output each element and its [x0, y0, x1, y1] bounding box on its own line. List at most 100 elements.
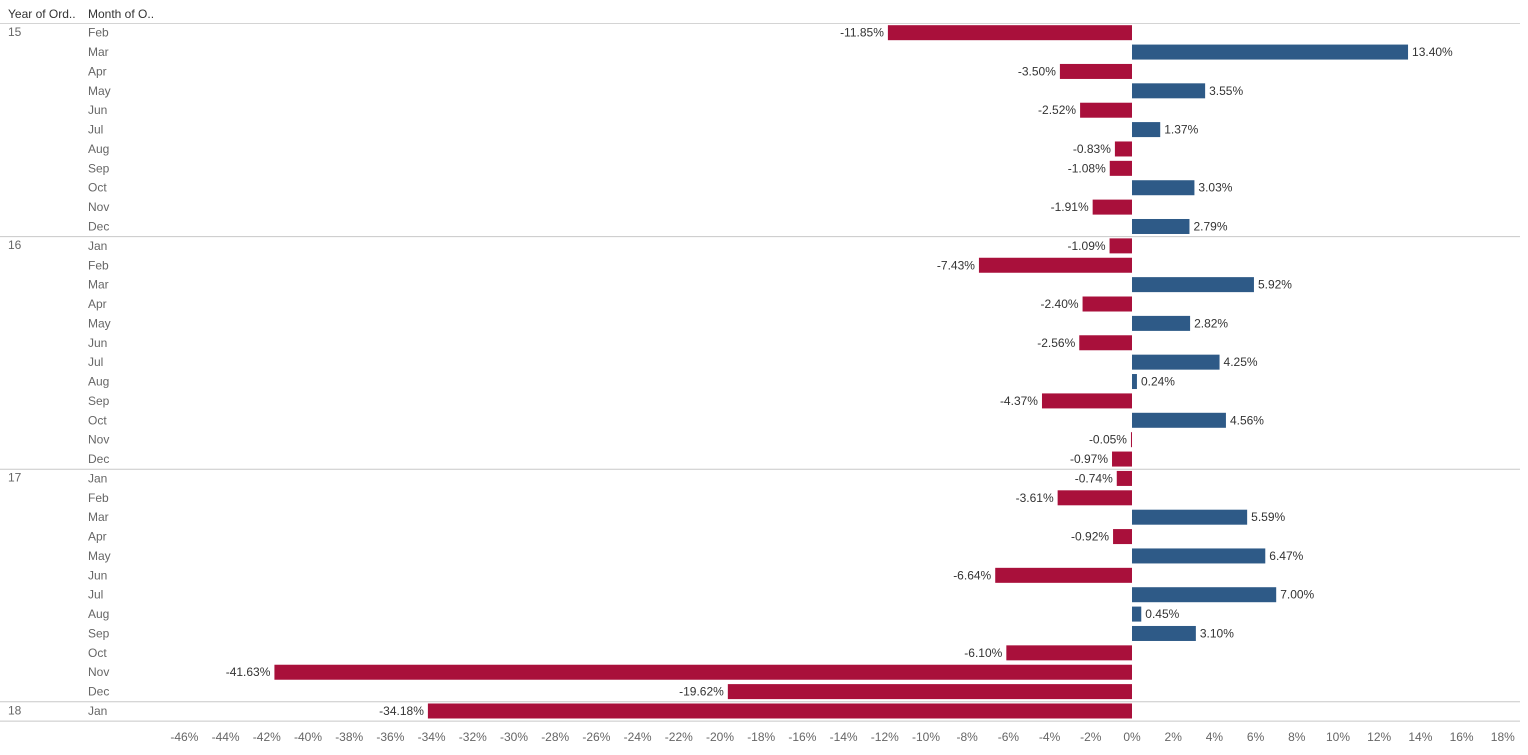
bar-16-oct[interactable] — [1132, 412, 1226, 428]
x-tick-label: -42% — [253, 730, 281, 744]
x-tick-label: -26% — [582, 730, 610, 744]
x-tick-label: 6% — [1247, 730, 1265, 744]
x-tick-label: 4% — [1206, 730, 1224, 744]
month-label: Jun — [88, 568, 107, 582]
x-tick-label: -4% — [1039, 730, 1061, 744]
year-column-header[interactable]: Year of Ord.. — [8, 7, 76, 21]
bar-15-mar[interactable] — [1132, 44, 1409, 60]
bar-15-nov[interactable] — [1092, 199, 1132, 215]
data-label: -0.97% — [1070, 452, 1108, 466]
month-label: Nov — [88, 433, 109, 447]
month-label: Feb — [88, 26, 109, 40]
data-label: -34.18% — [379, 704, 424, 718]
month-label: Aug — [88, 375, 109, 389]
data-label: 5.59% — [1251, 510, 1285, 524]
bar-17-nov[interactable] — [274, 664, 1132, 680]
bar-17-jan[interactable] — [1116, 470, 1132, 486]
bar-16-sep[interactable] — [1041, 393, 1132, 409]
data-label: -4.37% — [1000, 394, 1038, 408]
bar-17-dec[interactable] — [727, 684, 1132, 700]
month-label: Apr — [88, 297, 107, 311]
data-label: 13.40% — [1412, 45, 1453, 59]
bar-16-jan[interactable] — [1109, 238, 1132, 254]
month-label: Dec — [88, 219, 109, 233]
bar-15-may[interactable] — [1132, 83, 1206, 99]
bar-16-nov[interactable] — [1130, 432, 1132, 448]
bar-16-may[interactable] — [1132, 315, 1191, 331]
month-label: Oct — [88, 413, 107, 427]
x-tick-label: -12% — [871, 730, 899, 744]
bars — [274, 25, 1409, 719]
month-label: Dec — [88, 685, 109, 699]
bar-15-apr[interactable] — [1059, 63, 1132, 79]
month-label: Jun — [88, 336, 107, 350]
bar-16-aug[interactable] — [1132, 374, 1137, 390]
month-label: Nov — [88, 665, 109, 679]
data-label: 2.82% — [1194, 316, 1228, 330]
data-label: 2.79% — [1193, 219, 1227, 233]
bar-15-feb[interactable] — [887, 25, 1132, 41]
bar-15-jul[interactable] — [1132, 122, 1161, 138]
x-tick-label: -6% — [998, 730, 1020, 744]
data-label: -1.91% — [1051, 200, 1089, 214]
month-label: Aug — [88, 142, 109, 156]
month-label: Jan — [88, 704, 107, 718]
data-label: -3.61% — [1016, 491, 1054, 505]
data-label: 7.00% — [1280, 588, 1314, 602]
bar-17-oct[interactable] — [1006, 645, 1132, 661]
bar-18-jan[interactable] — [427, 703, 1132, 719]
x-tick-label: -2% — [1080, 730, 1102, 744]
month-label: Jul — [88, 588, 103, 602]
bar-16-jun[interactable] — [1079, 335, 1132, 351]
bar-15-dec[interactable] — [1132, 218, 1190, 234]
bar-16-jul[interactable] — [1132, 354, 1220, 370]
bar-15-oct[interactable] — [1132, 180, 1195, 196]
bar-15-jun[interactable] — [1080, 102, 1132, 118]
bar-16-dec[interactable] — [1112, 451, 1132, 467]
bar-17-jul[interactable] — [1132, 587, 1277, 603]
bar-16-apr[interactable] — [1082, 296, 1132, 312]
month-label: Feb — [88, 258, 109, 272]
bar-17-mar[interactable] — [1132, 509, 1248, 525]
x-tick-label: -18% — [747, 730, 775, 744]
month-label: Mar — [88, 45, 109, 59]
data-label: 3.55% — [1209, 84, 1243, 98]
x-tick-label: -28% — [541, 730, 569, 744]
x-tick-label: 8% — [1288, 730, 1306, 744]
x-tick-label: -32% — [459, 730, 487, 744]
data-label: -41.63% — [226, 665, 271, 679]
year-label: 18 — [8, 703, 22, 717]
month-column-header[interactable]: Month of O.. — [88, 7, 154, 21]
year-label: 16 — [8, 238, 22, 252]
data-label: 0.24% — [1141, 375, 1175, 389]
bar-17-aug[interactable] — [1132, 606, 1142, 622]
bar-17-apr[interactable] — [1113, 529, 1132, 545]
month-label: Jun — [88, 103, 107, 117]
data-label: -1.08% — [1068, 161, 1106, 175]
data-label: 4.56% — [1230, 413, 1264, 427]
data-label: 3.10% — [1200, 626, 1234, 640]
bar-16-mar[interactable] — [1132, 277, 1254, 293]
bar-17-may[interactable] — [1132, 548, 1266, 564]
bar-17-jun[interactable] — [995, 567, 1132, 583]
month-label: Oct — [88, 181, 107, 195]
bar-15-sep[interactable] — [1109, 160, 1132, 176]
month-label: May — [88, 84, 111, 98]
data-label: -7.43% — [937, 258, 975, 272]
x-tick-label: -16% — [788, 730, 816, 744]
data-label: -6.10% — [964, 646, 1002, 660]
month-label: Feb — [88, 491, 109, 505]
x-tick-label: -40% — [294, 730, 322, 744]
x-tick-label: -38% — [335, 730, 363, 744]
year-label: 17 — [8, 471, 22, 485]
data-label: -2.52% — [1038, 103, 1076, 117]
bar-15-aug[interactable] — [1114, 141, 1132, 157]
month-label: Sep — [88, 394, 110, 408]
bar-17-sep[interactable] — [1132, 625, 1196, 641]
month-label: Jul — [88, 123, 103, 137]
bar-16-feb[interactable] — [978, 257, 1132, 273]
bar-17-feb[interactable] — [1057, 490, 1132, 506]
data-label: -0.05% — [1089, 433, 1127, 447]
month-label: Sep — [88, 161, 110, 175]
